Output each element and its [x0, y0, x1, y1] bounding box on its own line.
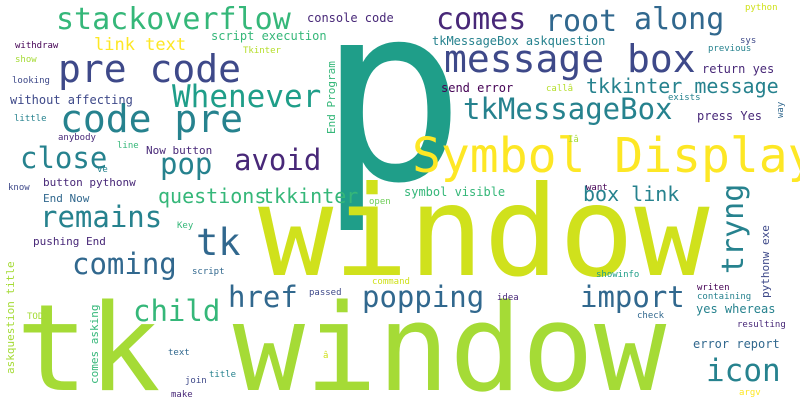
word-key: Key — [177, 221, 194, 231]
word-symbol-visible: symbol visible — [404, 185, 506, 199]
word-pythonw-exe: pythonw exe — [759, 225, 772, 298]
word-idea: idea — [497, 293, 519, 303]
word-join: join — [185, 376, 207, 386]
word-questions: questions — [158, 184, 267, 208]
word-pushing-end: pushing End — [33, 235, 106, 248]
word-link-text: link text — [94, 35, 187, 55]
word-window: window — [258, 160, 710, 305]
word-tkkinter-message: tkkinter message — [586, 74, 779, 98]
word-tryng: tryng — [716, 183, 751, 274]
word-command: command — [372, 277, 410, 287]
word-code-pre: code pre — [60, 97, 244, 141]
word-button-pythonw: button pythonw — [43, 176, 136, 189]
word-popping: popping — [362, 280, 485, 314]
word-open: open — [369, 197, 391, 207]
word-line: line — [117, 141, 139, 151]
word-along: along — [634, 2, 725, 37]
word-remains: remains — [40, 200, 163, 234]
word-now-button: Now button — [146, 144, 213, 157]
word-make: make — [171, 390, 193, 400]
word-pop: pop — [160, 147, 213, 181]
word-close: close — [20, 141, 108, 175]
word-a: â — [323, 351, 329, 361]
word-resulting: resulting — [737, 320, 786, 330]
word-looking: looking — [12, 76, 50, 86]
word-child: child — [133, 294, 221, 328]
word-script: script — [192, 267, 225, 277]
word-symbol-display: Symbol Display — [412, 128, 800, 184]
word-tkinter: Tkinter — [243, 46, 281, 56]
word-argv: argv — [739, 388, 761, 398]
word-box-link: box link — [583, 182, 680, 206]
word-comes-asking: comes asking — [88, 304, 101, 384]
word-python: python — [745, 3, 778, 13]
word-writen: writen — [697, 283, 730, 293]
word-tkmessagebox-askquestion: tkMessageBox askquestion — [432, 34, 606, 48]
word-show: show — [15, 55, 37, 65]
word-pre-code: pre code — [58, 47, 242, 91]
word-tk-window: tk window — [16, 280, 667, 400]
word-ve: ve — [97, 165, 108, 175]
word-press-yes: press Yes — [697, 109, 763, 123]
word-containing: containing — [697, 292, 752, 302]
word-exists: exists — [668, 93, 701, 103]
word-avoid: avoid — [234, 143, 322, 177]
word-yes-whereas: yes whereas — [696, 302, 776, 316]
word-tkkinter: tkkinter — [262, 184, 359, 208]
word-end-program: End Program — [325, 61, 338, 134]
word-calla: callâ — [546, 84, 574, 94]
word-askquestion-title: askquestion title — [4, 261, 17, 374]
word-comes: comes — [436, 2, 527, 37]
word-end-now: End Now — [43, 192, 90, 205]
word-previous: previous — [708, 44, 752, 54]
word-return-yes: return yes — [702, 62, 775, 76]
word-sys: sys — [740, 36, 757, 46]
word-little: little — [14, 114, 47, 124]
word-title: title — [209, 370, 237, 380]
word-way: way — [776, 101, 786, 118]
word-href: href — [228, 280, 298, 314]
word-without-affecting: without affecting — [10, 93, 133, 107]
word-want: want — [586, 183, 608, 193]
word-whenever: Whenever — [172, 79, 322, 115]
word-root: root — [545, 4, 618, 39]
word-anybody: anybody — [58, 133, 96, 143]
word-console-code: console code — [307, 11, 394, 25]
word-script-execution: script execution — [211, 29, 327, 43]
word-stackoverflow: stackoverflow — [56, 2, 291, 37]
word-ia: Iâ — [568, 135, 579, 145]
word-p: p — [318, 0, 466, 237]
word-error-report: error report — [693, 337, 780, 351]
word-check: check — [637, 311, 665, 321]
word-showinfo: showinfo — [596, 270, 640, 280]
word-withdraw: withdraw — [15, 41, 59, 51]
word-icon: icon — [706, 353, 781, 389]
word-tk: tk — [196, 221, 241, 264]
word-todo: TODO — [27, 312, 49, 322]
word-coming: coming — [72, 247, 177, 281]
word-message-box: message box — [444, 37, 696, 81]
word-text: text — [168, 348, 190, 358]
word-import: import — [580, 280, 685, 314]
word-tkmessagebox: tkMessageBox — [463, 92, 673, 126]
word-know: know — [8, 183, 30, 193]
word-passed: passed — [309, 288, 342, 298]
word-send-error: send error — [441, 81, 514, 95]
